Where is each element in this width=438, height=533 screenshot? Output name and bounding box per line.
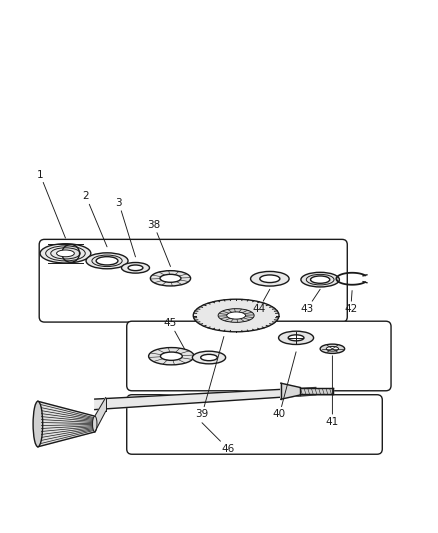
Ellipse shape bbox=[62, 245, 79, 262]
Ellipse shape bbox=[148, 348, 194, 365]
Ellipse shape bbox=[310, 276, 329, 283]
Text: 2: 2 bbox=[82, 191, 107, 247]
Ellipse shape bbox=[192, 351, 225, 364]
Polygon shape bbox=[280, 383, 300, 399]
Polygon shape bbox=[300, 389, 332, 394]
Text: 1: 1 bbox=[37, 169, 65, 238]
Ellipse shape bbox=[218, 309, 254, 322]
Ellipse shape bbox=[200, 354, 217, 361]
Ellipse shape bbox=[121, 262, 149, 273]
Ellipse shape bbox=[86, 253, 128, 269]
Ellipse shape bbox=[288, 335, 303, 341]
FancyBboxPatch shape bbox=[127, 395, 381, 454]
Text: 46: 46 bbox=[201, 423, 234, 454]
Text: 44: 44 bbox=[252, 289, 269, 314]
Ellipse shape bbox=[160, 352, 182, 360]
Polygon shape bbox=[95, 398, 106, 432]
FancyBboxPatch shape bbox=[39, 239, 346, 322]
Text: 40: 40 bbox=[272, 352, 295, 419]
FancyBboxPatch shape bbox=[127, 321, 390, 391]
Ellipse shape bbox=[319, 344, 344, 353]
Ellipse shape bbox=[325, 346, 338, 351]
Ellipse shape bbox=[128, 265, 143, 271]
Polygon shape bbox=[95, 387, 315, 409]
Ellipse shape bbox=[33, 401, 42, 447]
Ellipse shape bbox=[300, 272, 339, 287]
Text: 39: 39 bbox=[195, 336, 223, 419]
Ellipse shape bbox=[193, 299, 279, 332]
Text: 41: 41 bbox=[325, 356, 338, 427]
Ellipse shape bbox=[96, 257, 118, 265]
Ellipse shape bbox=[226, 312, 245, 319]
Text: 38: 38 bbox=[147, 220, 170, 266]
Text: 3: 3 bbox=[115, 198, 135, 257]
Ellipse shape bbox=[250, 271, 288, 286]
Ellipse shape bbox=[40, 244, 91, 263]
Text: 43: 43 bbox=[300, 289, 319, 314]
Text: 45: 45 bbox=[163, 318, 184, 349]
Ellipse shape bbox=[259, 275, 279, 282]
Ellipse shape bbox=[160, 274, 180, 282]
Polygon shape bbox=[38, 401, 95, 447]
Ellipse shape bbox=[150, 271, 190, 286]
Text: 42: 42 bbox=[343, 290, 357, 314]
Ellipse shape bbox=[278, 331, 313, 344]
Ellipse shape bbox=[57, 250, 74, 257]
